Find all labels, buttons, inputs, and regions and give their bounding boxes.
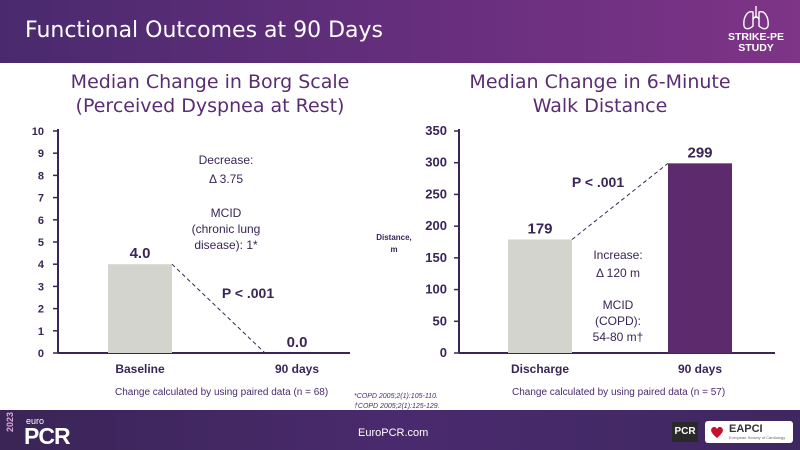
heart-icon	[711, 426, 723, 438]
y-tick-label: 350	[425, 123, 447, 138]
y-tick-label: 4	[38, 259, 45, 271]
lungs-icon	[743, 6, 769, 30]
trend-dashed-line	[171, 263, 266, 354]
bar-value-label: 179	[527, 220, 552, 237]
y-tick-label: 100	[425, 282, 447, 297]
strike-pe-logo: STRIKE-PE STUDY	[716, 2, 796, 60]
y-tick-label: 2	[38, 304, 44, 316]
annotation-mcid: MCID (COPD): 54-80 m†	[593, 298, 644, 344]
y-tick-label: 200	[425, 218, 447, 233]
x-category-label: Discharge	[511, 362, 569, 376]
x-category-label: 90 days	[678, 362, 722, 376]
y-tick-label: 6	[38, 215, 44, 227]
reference-1: *COPD 2005;2(1):105-110.	[354, 393, 438, 400]
y-tick-label: 250	[425, 186, 447, 201]
reference-2: †COPD 2005;2(1):125-129.	[354, 403, 440, 410]
bar-90-days	[668, 163, 732, 353]
footer-url-link[interactable]: EuroPCR.com	[358, 427, 429, 439]
y-tick-label: 10	[32, 126, 44, 138]
left-chart-title: Median Change in Borg Scale (Perceived D…	[40, 70, 380, 118]
annotation-decrease: Decrease: Δ 3.75	[199, 153, 254, 186]
annotation-increase: Increase: Δ 120 m	[593, 248, 642, 280]
x-category-label: 90 days	[275, 362, 319, 376]
right-p-value: P < .001	[572, 174, 625, 190]
left-chart: 0 1 2 3 4 5 6 7 8 9 10 4.0 Baseline 0.0 90 days Decreas…	[32, 126, 350, 376]
eapci-text: EAPCI	[729, 423, 763, 435]
footer-year: 2023	[5, 411, 15, 432]
y-tick-label: 50	[433, 313, 447, 328]
y-tick-label: 0	[440, 345, 447, 360]
footer-brand-small: euro	[26, 416, 45, 426]
logo-text-line1: STRIKE-PE	[727, 31, 784, 43]
page-title: Functional Outcomes at 90 Days	[25, 18, 384, 43]
header-bar: Functional Outcomes at 90 Days STRIKE-PE…	[0, 0, 800, 63]
right-chart-title-line2: Walk Distance	[532, 95, 668, 117]
right-chart-note: Change calculated by using paired data (…	[512, 387, 726, 398]
y-tick-label: 300	[425, 155, 447, 170]
y-tick-label: 7	[38, 193, 44, 205]
left-p-value: P < .001	[222, 285, 275, 301]
right-chart-title-line1: Median Change in 6-Minute	[469, 71, 731, 93]
annotation-mcid: MCID (chronic lung disease): 1*	[192, 206, 261, 252]
bar-value-label: 299	[687, 144, 712, 161]
y-tick-label: 3	[38, 281, 44, 293]
y-tick-label: 8	[38, 170, 44, 182]
right-chart: 0 50 100 150 200 250 300 350 179 Discharge 299 90 d…	[376, 123, 775, 376]
y-tick-label: 0	[38, 348, 44, 360]
y-tick-label: 1	[38, 326, 44, 338]
y-tick-label: 9	[38, 148, 44, 160]
eapci-subtext: European Society of Cardiology	[729, 435, 786, 440]
bar-value-label: 4.0	[130, 245, 151, 262]
eapci-logo: EAPCI European Society of Cardiology	[705, 421, 793, 443]
footer-bar: 2023 euro PCR EuroPCR.com PCR EAPCI Euro…	[0, 410, 800, 450]
left-chart-title-line1: Median Change in Borg Scale	[70, 71, 350, 93]
right-chart-title: Median Change in 6-Minute Walk Distance	[440, 70, 760, 118]
bar-discharge	[508, 239, 572, 353]
left-chart-note: Change calculated by using paired data (…	[115, 387, 329, 398]
left-chart-title-line2: (Perceived Dyspnea at Rest)	[75, 95, 345, 117]
x-category-label: Baseline	[115, 362, 165, 376]
footer-brand-large: PCR	[24, 423, 71, 449]
y-tick-label: 5	[38, 237, 44, 249]
logo-text-line2: STUDY	[738, 42, 774, 54]
bar-value-label: 0.0	[287, 334, 308, 351]
bar-baseline	[108, 264, 172, 353]
charts-canvas: 0 1 2 3 4 5 6 7 8 9 10 4.0 Baseline 0.0 90 days Decreas…	[32, 123, 775, 376]
pcr-badge-logo: PCR	[672, 422, 698, 442]
y-tick-label: 150	[425, 250, 447, 265]
y-axis-title: Distance, m	[376, 233, 412, 254]
